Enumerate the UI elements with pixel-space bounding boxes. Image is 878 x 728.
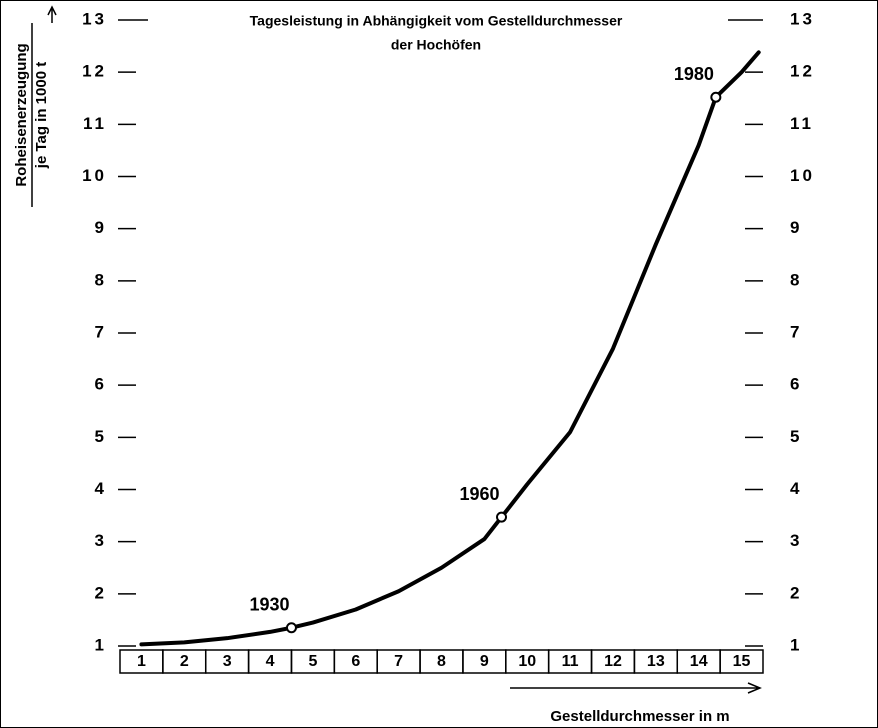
x-tick-label: 12	[604, 653, 622, 670]
y-tick-label: 13	[82, 9, 107, 28]
x-tick-label: 4	[266, 653, 275, 670]
chart-title: der Hochöfen	[391, 37, 481, 53]
y-tick-label: 11	[83, 114, 107, 133]
y2-tick-label: 2	[790, 583, 802, 602]
y2-tick-label: 3	[790, 531, 802, 550]
annotation-point	[710, 91, 722, 103]
y-tick-label: 6	[95, 375, 107, 394]
chart-title: Tagesleistung in Abhängigkeit vom Gestel…	[250, 13, 623, 29]
x-tick-label: 15	[733, 653, 751, 670]
y-tick-label: 12	[82, 62, 107, 81]
y2-tick-label: 1	[790, 635, 802, 654]
y-axis-label-line: je Tag in 1000 t	[33, 62, 50, 169]
annotation-label: 1960	[459, 484, 499, 504]
y-tick-label: 1	[95, 635, 107, 654]
annotation-point	[496, 511, 508, 523]
x-tick-label: 7	[394, 653, 403, 670]
annotation-label: 1980	[674, 64, 714, 84]
y2-tick-label: 7	[790, 322, 802, 341]
curve	[139, 50, 761, 647]
y2-tick-label: 6	[790, 375, 802, 394]
y-arrow	[47, 5, 57, 23]
x-tick-label: 2	[180, 653, 189, 670]
y2-tick-label: 11	[790, 114, 814, 133]
y2-tick-label: 12	[790, 62, 815, 81]
annotation-point	[285, 622, 297, 634]
x-tick-cell	[719, 649, 764, 674]
x-tick-label: 11	[562, 653, 579, 670]
x-tick-label: 5	[308, 653, 317, 670]
y-tick-label: 10	[82, 166, 107, 185]
y-tick-label: 3	[95, 531, 107, 550]
x-tick-label: 6	[351, 653, 360, 670]
y2-tick-label: 10	[790, 166, 815, 185]
y-tick-label: 9	[95, 218, 107, 237]
y-tick-label: 7	[95, 322, 107, 341]
x-tick-label: 14	[690, 653, 708, 670]
annotation-label: 1930	[249, 594, 289, 614]
y-tick-label: 5	[95, 427, 107, 446]
x-tick-label: 9	[480, 653, 489, 670]
y-tick-label: 4	[95, 479, 107, 498]
x-tick-label: 8	[437, 653, 446, 670]
y2-tick-label: 4	[790, 479, 802, 498]
x-tick-label: 10	[518, 653, 536, 670]
y2-tick-label: 13	[790, 9, 815, 28]
x-tick-label: 3	[223, 653, 232, 670]
x-tick-label: 1	[137, 653, 146, 670]
y-axis-label: Roheisenerzeugung je Tag in 1000 t	[13, 5, 57, 207]
y2-tick-label: 5	[790, 427, 802, 446]
y-tick-label: 8	[95, 270, 107, 289]
y-axis-label-line: Roheisenerzeugung	[13, 43, 30, 186]
x-arrow	[510, 682, 762, 694]
y2-tick-label: 9	[790, 218, 802, 237]
y2-tick-label: 8	[790, 270, 802, 289]
y-tick-label: 2	[95, 583, 107, 602]
x-tick-label: 13	[647, 653, 665, 670]
x-axis-label: Gestelldurchmesser in m	[550, 708, 729, 725]
